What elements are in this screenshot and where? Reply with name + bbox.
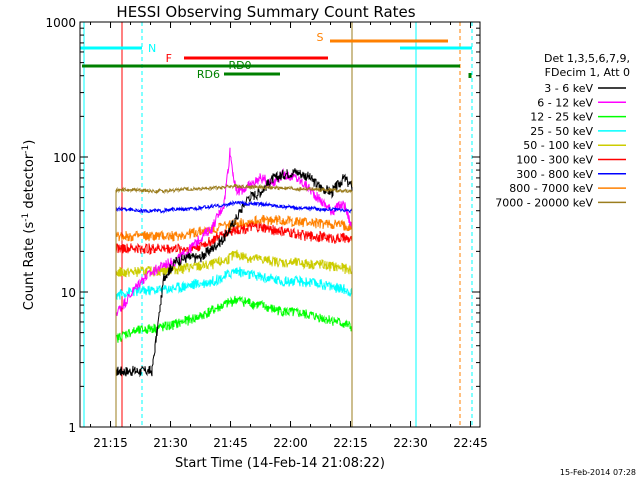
x-axis-label: Start Time (14-Feb-14 21:08:22) bbox=[175, 456, 385, 471]
legend-label-4: 25 - 50 keV bbox=[530, 125, 593, 138]
chart-title: HESSI Observing Summary Count Rates bbox=[116, 3, 415, 21]
series-line-9 bbox=[115, 183, 353, 195]
y-tick-label: 10 bbox=[61, 286, 76, 300]
series-line-6 bbox=[115, 222, 353, 256]
legend-label-2: 6 - 12 keV bbox=[537, 96, 593, 109]
series-line-2 bbox=[115, 147, 353, 316]
legend-header-line-2: FDecim 1, Att 0 bbox=[545, 66, 630, 79]
legend-header-line-1: Det 1,3,5,6,7,9, bbox=[544, 52, 630, 65]
flag-label-rd6: RD6 bbox=[197, 68, 220, 81]
legend-label-9: 7000 - 20000 keV bbox=[495, 196, 593, 209]
legend-label-6: 100 - 300 keV bbox=[516, 154, 593, 167]
y-axis-label-end: ) bbox=[22, 140, 37, 145]
flag-label-s: S bbox=[317, 31, 324, 44]
y-tick-label: 1 bbox=[68, 421, 76, 435]
y-axis-label-mid: detector bbox=[22, 153, 37, 213]
plot-frame bbox=[79, 21, 481, 428]
series-line-3 bbox=[115, 295, 353, 343]
series-line-1 bbox=[115, 168, 353, 378]
legend-label-8: 800 - 7000 keV bbox=[509, 182, 593, 195]
y-axis-label-main: Count Rate (s bbox=[22, 222, 37, 311]
series-line-7 bbox=[115, 199, 353, 214]
x-tick-label: 21:45 bbox=[213, 436, 248, 450]
x-tick-label: 21:15 bbox=[93, 436, 128, 450]
legend-label-3: 12 - 25 keV bbox=[530, 111, 593, 124]
x-tick-label: 22:00 bbox=[273, 436, 308, 450]
x-tick-label: 22:45 bbox=[453, 436, 488, 450]
x-tick-label: 22:30 bbox=[393, 436, 428, 450]
x-tick-label: 21:30 bbox=[153, 436, 188, 450]
timestamp: 15-Feb-2014 07:28 bbox=[560, 468, 636, 477]
flag-label-n: N bbox=[148, 42, 156, 55]
x-tick-label: 22:15 bbox=[333, 436, 368, 450]
y-axis-label-sup1: -1 bbox=[21, 213, 31, 222]
flag-label-rd0: RD0 bbox=[228, 59, 251, 72]
series-line-4 bbox=[115, 266, 353, 300]
y-tick-label: 1000 bbox=[45, 16, 76, 30]
y-axis-label: Count Rate (s-1 detector-1) bbox=[21, 140, 37, 311]
legend-label-7: 300 - 800 keV bbox=[516, 168, 593, 181]
y-axis-label-sup2: -1 bbox=[21, 145, 31, 154]
flag-label-f: F bbox=[166, 52, 172, 65]
legend-label-5: 50 - 100 keV bbox=[523, 139, 593, 152]
legend-label-1: 3 - 6 keV bbox=[544, 82, 593, 95]
y-tick-label: 100 bbox=[53, 151, 76, 165]
